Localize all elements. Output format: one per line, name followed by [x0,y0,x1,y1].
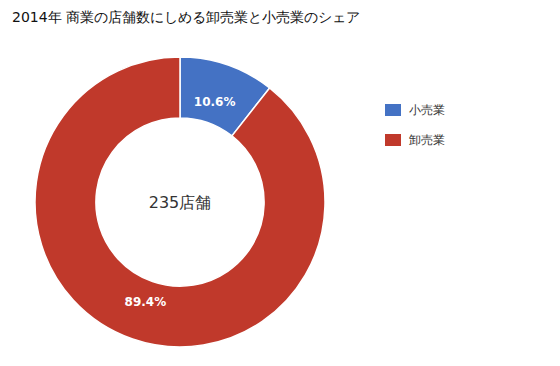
data-label: 89.4% [125,295,167,309]
legend-swatch [385,104,401,116]
data-labels: 10.6% 89.4% [125,95,236,309]
data-label: 10.6% [194,95,236,109]
center-text: 235店舗 [149,193,212,212]
legend-swatch [385,134,401,146]
legend: 小売業卸売業 [385,103,445,147]
slice [35,57,325,347]
plot: 10.6% 89.4% 235店舗 [35,57,325,347]
legend-label: 小売業 [409,103,445,117]
title: 2014年 商業の店舗数にしめる卸売業と小売業のシェア [12,9,360,25]
legend-label: 卸売業 [409,133,445,147]
legend-item: 小売業 [385,103,445,117]
chart: 2014年 商業の店舗数にしめる卸売業と小売業のシェア 10.6% 89.4% 235… [0,0,560,366]
slices [35,57,325,347]
legend-item: 卸売業 [385,133,445,147]
